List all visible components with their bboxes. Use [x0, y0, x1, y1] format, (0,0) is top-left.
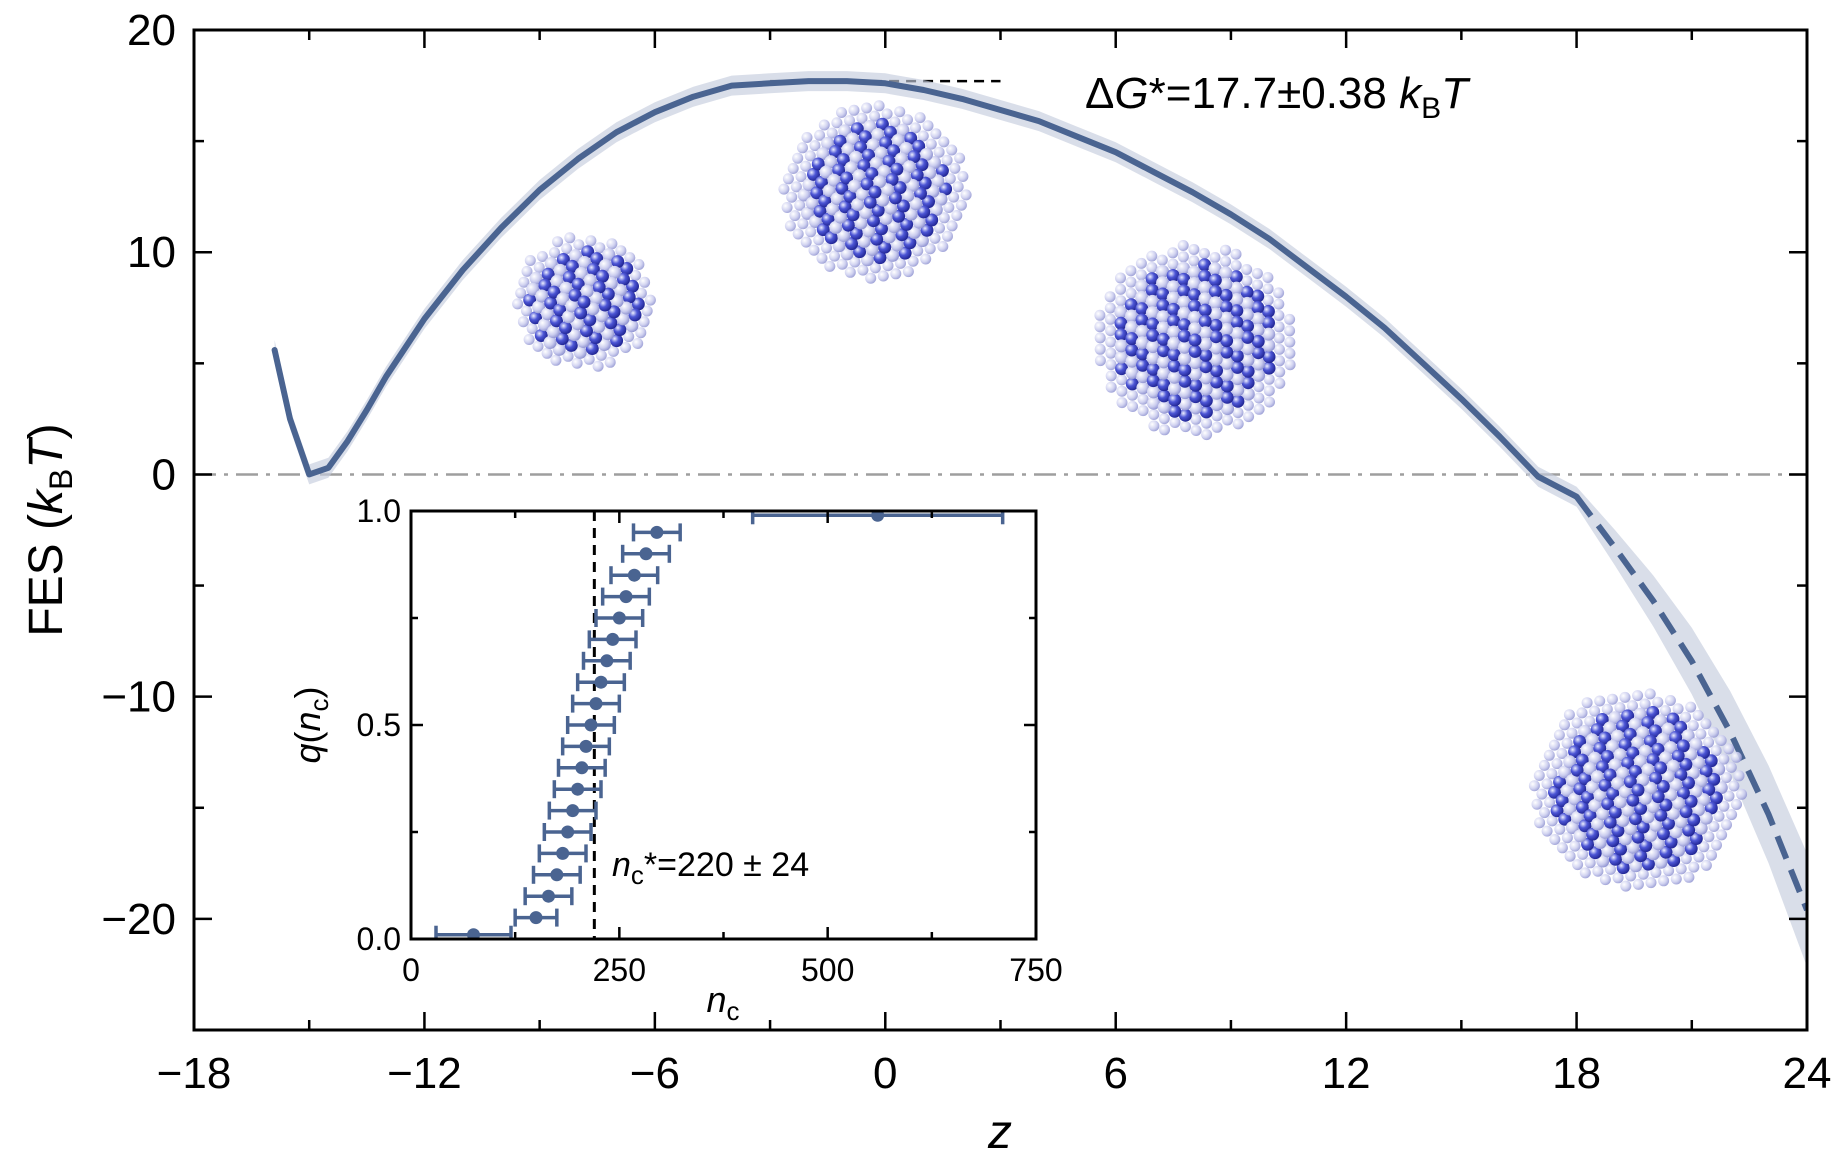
inset-y-tick-label: 0.5 — [357, 707, 401, 743]
main-x-tick-label: 12 — [1322, 1049, 1371, 1098]
inset-point — [547, 801, 598, 820]
inset-y-tick-label: 1.0 — [357, 493, 401, 529]
inset-point — [587, 630, 638, 649]
main-x-tick-label: 0 — [873, 1049, 897, 1098]
main-y-tick-label: 20 — [127, 6, 176, 55]
main-y-tick-label: 0 — [152, 450, 176, 499]
inset-point — [556, 758, 607, 777]
barrier-annotation: ΔG*=17.7±0.38 kBT — [1085, 69, 1471, 125]
main-y-tick-label: −10 — [101, 673, 176, 722]
inset-point — [513, 908, 559, 927]
main-x-axis-title: z — [987, 1106, 1012, 1159]
inset-background — [411, 511, 1036, 939]
main-ticks — [192, 28, 1809, 1032]
critical-size-annotation: nc*=220 ± 24 — [612, 846, 809, 890]
crystal-cluster-small-image — [512, 232, 656, 372]
inset-point — [620, 544, 672, 563]
crystal-cluster-large-image — [1094, 240, 1296, 441]
inset-point — [600, 587, 652, 606]
inset-y-tick-labels: 0.0 0.5 1.0 — [357, 493, 401, 957]
inset-x-tick-labels: 0 250 500 750 — [402, 952, 1063, 988]
crystal-cluster-critical-image — [778, 100, 972, 284]
main-y-tick-label: 10 — [127, 228, 176, 277]
inset-point — [434, 925, 513, 939]
inset-point — [537, 844, 588, 863]
main-x-tick-label: −12 — [387, 1049, 462, 1098]
inset-axes: 0 250 500 750 0.0 0.5 1.0 nc q(nc) nc*=2… — [287, 493, 1063, 1026]
inset-point — [523, 887, 574, 906]
inset-point — [542, 823, 593, 841]
main-x-tick-label: −6 — [630, 1049, 680, 1098]
inset-x-axis-title: nc — [706, 979, 739, 1026]
main-x-tick-label: 24 — [1783, 1049, 1832, 1098]
inset-y-tick-label: 0.0 — [357, 921, 401, 957]
inset-point — [750, 511, 1005, 525]
inset-point — [560, 737, 612, 756]
inset-point — [531, 865, 582, 884]
inset-point — [552, 780, 603, 799]
inset-point — [570, 694, 622, 713]
main-axes: −18 −12 −6 0 6 12 18 24 −20 −10 0 10 20 … — [20, 6, 1831, 1159]
main-x-tick-label: 6 — [1103, 1049, 1127, 1098]
inset-x-tick-label: 250 — [593, 952, 646, 988]
main-y-axis-title: FES (kBT) — [20, 423, 79, 636]
inset-y-axis-title: q(nc) — [287, 686, 334, 763]
inset-data-points — [434, 511, 1005, 939]
inset-ticks — [409, 509, 1038, 941]
inset-point — [594, 609, 645, 627]
main-x-tick-label: 18 — [1552, 1049, 1601, 1098]
inset-x-tick-label: 0 — [402, 952, 420, 988]
main-x-tick-labels: −18 −12 −6 0 6 12 18 24 — [157, 1049, 1832, 1098]
crystal-cluster-largest-image — [1528, 688, 1748, 892]
main-y-tick-labels: −20 −10 0 10 20 — [101, 6, 176, 944]
main-y-tick-label: −20 — [101, 895, 176, 944]
inset-x-tick-label: 750 — [1009, 952, 1062, 988]
main-x-tick-label: −18 — [157, 1049, 232, 1098]
fes-curve-dashed — [1574, 494, 1807, 912]
inset-point — [609, 566, 660, 585]
inset-point — [581, 651, 632, 670]
inset-point — [575, 673, 627, 692]
inset-point — [631, 523, 682, 542]
inset-point — [565, 716, 617, 734]
fes-curve-solid — [271, 78, 1580, 500]
cluster-snapshots — [512, 100, 1748, 892]
inset-x-tick-label: 500 — [801, 952, 854, 988]
